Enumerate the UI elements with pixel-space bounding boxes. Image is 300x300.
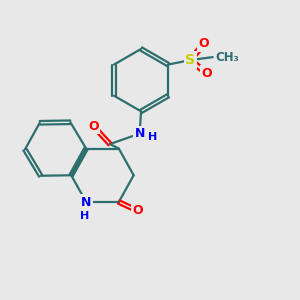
Text: H: H xyxy=(80,211,89,221)
Text: CH₃: CH₃ xyxy=(216,51,239,64)
Text: N: N xyxy=(81,196,91,208)
Text: N: N xyxy=(134,127,145,140)
Text: O: O xyxy=(199,37,209,50)
Text: O: O xyxy=(133,204,143,218)
Text: O: O xyxy=(88,120,99,133)
Text: O: O xyxy=(201,67,212,80)
Text: S: S xyxy=(185,53,195,67)
Text: H: H xyxy=(148,132,157,142)
